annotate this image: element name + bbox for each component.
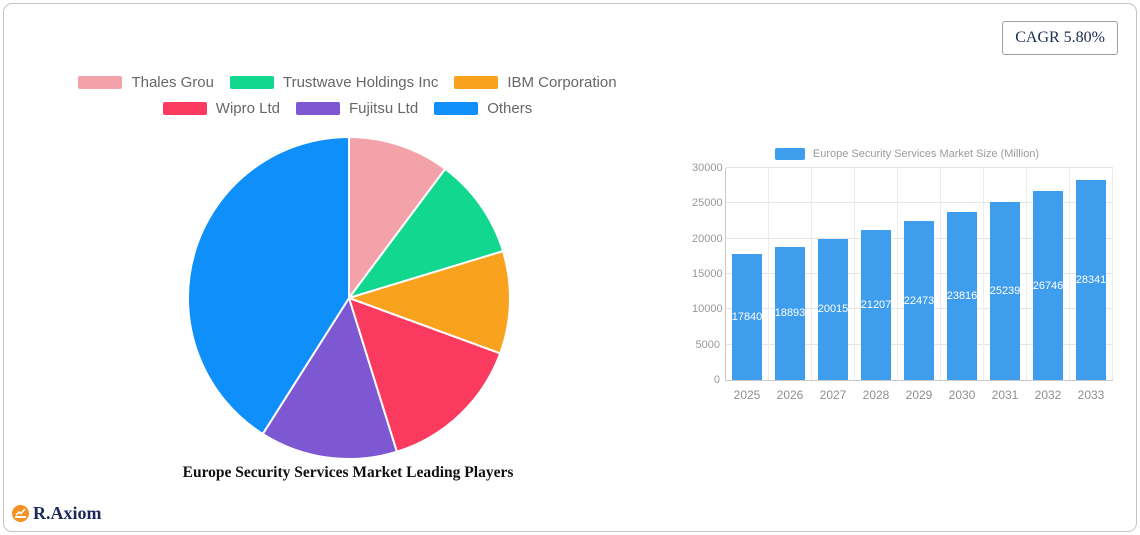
bar-2026: 18893 — [774, 246, 806, 380]
pie-legend: Thales Grou Trustwave Holdings Inc IBM Cor… — [20, 74, 675, 126]
pie-slice-fujitsu-ltd — [261, 295, 399, 460]
pie-slice-thales-grou — [348, 135, 447, 302]
x-label-2033: 2033 — [1077, 388, 1105, 402]
bar-cell-2027: 20015 2027 — [812, 168, 855, 402]
pie-slice-others — [187, 135, 350, 436]
legend-label-wipro-ltd: Wipro Ltd — [215, 100, 280, 117]
legend-item-trustwave-holdings-inc[interactable]: Trustwave Holdings Inc — [229, 74, 439, 91]
legend-label-thales-grou: Thales Grou — [131, 74, 214, 91]
x-label-2026: 2026 — [776, 388, 804, 402]
gridline-30000 — [726, 167, 1113, 168]
bar-value-2029: 22473 — [903, 294, 935, 307]
legend-item-ibm-corporation[interactable]: IBM Corporation — [454, 74, 617, 91]
pie-chart-title: Europe Security Services Market Leading … — [182, 464, 514, 481]
bar-2029: 22473 — [904, 221, 934, 380]
bar-2032: 26746 — [1033, 191, 1063, 380]
y-tick-30000: 30000 — [692, 162, 723, 174]
bar-cell-2030: 23816 2030 — [941, 168, 984, 402]
legend-item-fujitsu-ltd[interactable]: Fujitsu Ltd — [295, 100, 419, 117]
bar-cell-2028: 21207 2028 — [855, 168, 898, 402]
y-tick-25000: 25000 — [692, 197, 723, 210]
legend-swatch-wipro-ltd — [162, 102, 207, 115]
x-label-2029: 2029 — [905, 388, 933, 402]
y-tick-20000: 20000 — [692, 232, 723, 245]
legend-label-trustwave-holdings-inc: Trustwave Holdings Inc — [282, 74, 439, 91]
bar-2033: 28341 — [1075, 179, 1107, 380]
legend-swatch-trustwave-holdings-inc — [229, 76, 274, 89]
bar-value-2032: 26746 — [1032, 279, 1064, 292]
cagr-badge: CAGR 5.80% — [1002, 21, 1118, 55]
x-label-2028: 2028 — [862, 388, 890, 402]
bar-cell-2026: 18893 2026 — [769, 168, 812, 402]
legend-item-wipro-ltd[interactable]: Wipro Ltd — [162, 100, 280, 117]
pie-chart — [187, 135, 511, 460]
y-tick-0: 0 — [713, 374, 720, 386]
x-label-2025: 2025 — [733, 388, 761, 402]
legend-label-others: Others — [487, 100, 533, 117]
bar-cell-2031: 25239 2031 — [984, 168, 1027, 402]
brand-logo: R.Axiom — [12, 503, 102, 524]
pie-slice-ibm-corporation — [345, 249, 511, 355]
y-tick-5000: 5000 — [695, 338, 720, 351]
bar-2028: 21207 — [861, 230, 891, 380]
legend-swatch-thales-grou — [78, 76, 123, 89]
bar-chart-legend[interactable]: Europe Security Services Market Size (Mi… — [692, 148, 1122, 160]
bar-plot-area: 17840 2025 18893 2026 20015 2027 21207 2028 2247… — [725, 167, 1113, 402]
gridline-25000 — [726, 202, 1113, 204]
brand-chart-icon — [12, 505, 29, 522]
bar-value-2030: 23816 — [946, 289, 978, 302]
bar-cell-2029: 22473 2029 — [898, 168, 941, 402]
bar-2025: 17840 — [731, 253, 763, 380]
pie-slice-wipro-ltd — [347, 296, 502, 453]
bar-value-2033: 28341 — [1075, 273, 1107, 286]
legend-item-thales-grou[interactable]: Thales Grou — [78, 74, 214, 91]
legend-label-ibm-corporation: IBM Corporation — [507, 74, 617, 91]
x-label-2031: 2031 — [991, 388, 1019, 402]
legend-swatch-fujitsu-ltd — [295, 102, 340, 115]
legend-swatch-others — [434, 102, 479, 115]
bar-cell-2033: 28341 2033 — [1070, 168, 1113, 402]
bar-value-2025: 17840 — [731, 310, 763, 323]
brand-name: R.Axiom — [33, 503, 102, 523]
bar-cell-2025: 17840 2025 — [726, 168, 769, 402]
bar-cell-2032: 26746 2032 — [1027, 168, 1070, 402]
bar-chart: Europe Security Services Market Size (Mi… — [692, 140, 1122, 410]
bar-value-2031: 25239 — [989, 284, 1021, 297]
x-label-2032: 2032 — [1034, 388, 1062, 402]
legend-label-fujitsu-ltd: Fujitsu Ltd — [348, 100, 419, 117]
y-tick-10000: 10000 — [692, 303, 723, 316]
y-tick-15000: 15000 — [692, 268, 723, 280]
x-label-2030: 2030 — [948, 388, 976, 402]
bar-value-2026: 18893 — [774, 307, 806, 320]
pie-slice-trustwave-holdings-inc — [346, 167, 505, 300]
bar-value-2027: 20015 — [817, 303, 849, 316]
bar-2030: 23816 — [946, 211, 978, 380]
bar-2031: 25239 — [989, 201, 1021, 380]
bar-legend-label: Europe Security Services Market Size (Mi… — [812, 148, 1040, 160]
bar-legend-swatch — [774, 148, 805, 160]
x-label-2027: 2027 — [819, 388, 847, 402]
bar-value-2028: 21207 — [860, 299, 892, 312]
legend-item-others[interactable]: Others — [434, 100, 532, 117]
legend-swatch-ibm-corporation — [454, 76, 499, 89]
bar-2027: 20015 — [817, 238, 849, 380]
